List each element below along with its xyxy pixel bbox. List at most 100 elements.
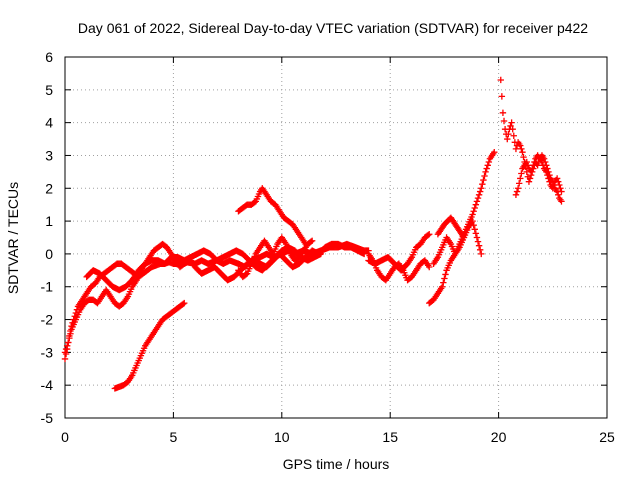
data-point	[508, 119, 515, 126]
data-point	[529, 165, 536, 172]
data-point	[469, 211, 476, 218]
y-tick-label: 6	[45, 49, 53, 65]
data-point	[519, 148, 526, 156]
x-tick-label: 0	[61, 429, 69, 445]
y-tick-label: 3	[45, 147, 53, 163]
data-point	[242, 271, 250, 278]
data-point	[66, 334, 73, 342]
data-point	[65, 339, 72, 346]
plot-frame	[64, 56, 608, 419]
data-point	[518, 170, 525, 177]
data-point	[497, 76, 504, 84]
data-point	[440, 279, 447, 286]
data-point	[307, 238, 315, 245]
data-point	[475, 191, 483, 199]
data-point	[543, 168, 550, 176]
data-point	[550, 181, 558, 189]
axis-ticks: 0 5 10 15 20 25 -5 -4 -3 -2 -1 0 1 2 3 4 5 6	[41, 49, 615, 445]
data-point	[480, 176, 487, 184]
data-series	[61, 76, 565, 392]
y-tick-label: -3	[41, 344, 54, 360]
data-point	[558, 198, 565, 205]
x-tick-label: 20	[491, 429, 507, 445]
data-point	[491, 148, 498, 156]
data-point	[544, 171, 551, 179]
data-point	[530, 162, 537, 169]
x-tick-label: 15	[382, 429, 398, 445]
data-point	[479, 180, 486, 188]
data-point	[557, 185, 564, 192]
data-point	[473, 198, 481, 205]
data-point	[426, 263, 433, 271]
data-point	[471, 226, 478, 233]
data-point	[424, 231, 432, 239]
x-tick-label: 25	[599, 429, 615, 445]
y-tick-label: -4	[41, 377, 54, 393]
data-point	[499, 109, 507, 116]
data-point	[546, 178, 553, 185]
data-point	[509, 126, 516, 133]
data-point	[474, 194, 482, 202]
x-tick-label: 5	[170, 429, 178, 445]
data-point	[441, 275, 448, 282]
x-axis-label: GPS time / hours	[283, 456, 390, 472]
data-point	[523, 158, 530, 166]
data-point	[471, 204, 478, 212]
data-point	[474, 238, 482, 245]
data-point	[526, 175, 534, 182]
data-point	[426, 231, 433, 238]
y-tick-label: 4	[45, 115, 53, 131]
data-point	[476, 246, 484, 254]
data-point	[62, 345, 70, 353]
data-point	[553, 175, 561, 182]
data-point	[558, 188, 565, 195]
x-tick-label: 10	[274, 429, 290, 445]
data-point	[527, 168, 535, 176]
grid	[65, 57, 607, 418]
data-point	[470, 208, 477, 215]
data-point	[476, 188, 484, 195]
y-tick-label: -2	[41, 312, 54, 328]
data-point	[469, 217, 476, 225]
y-tick-label: -5	[41, 410, 54, 426]
data-point	[556, 181, 563, 189]
data-point	[512, 145, 520, 153]
y-tick-label: 1	[45, 213, 53, 229]
data-point	[498, 93, 506, 100]
data-point	[513, 188, 521, 195]
data-point	[478, 250, 485, 258]
data-point	[308, 237, 316, 244]
data-point	[460, 234, 468, 241]
data-point	[539, 162, 547, 169]
data-point	[472, 230, 480, 237]
data-point	[61, 355, 69, 363]
y-tick-label: 5	[45, 82, 53, 98]
data-point	[181, 299, 188, 307]
data-point	[517, 175, 524, 182]
data-point	[67, 330, 74, 337]
data-point	[251, 199, 258, 206]
data-point	[525, 178, 533, 185]
data-point	[317, 250, 325, 258]
data-point	[545, 175, 552, 182]
data-point	[518, 145, 525, 153]
chart-title: Day 061 of 2022, Sidereal Day-to-day VTE…	[78, 20, 588, 36]
y-tick-label: 0	[45, 246, 53, 262]
data-point	[482, 168, 489, 176]
data-point	[510, 132, 517, 139]
data-point	[500, 117, 508, 125]
data-point	[517, 142, 524, 149]
data-point	[63, 342, 71, 349]
data-point	[512, 191, 520, 199]
data-point	[481, 172, 488, 180]
data-point	[505, 130, 512, 138]
data-point	[475, 242, 483, 249]
data-point	[485, 158, 493, 166]
data-point	[470, 221, 477, 229]
y-tick-label: -1	[41, 279, 54, 295]
data-point	[478, 185, 485, 192]
data-point	[524, 162, 532, 169]
data-point	[504, 135, 511, 143]
data-point	[520, 153, 527, 161]
